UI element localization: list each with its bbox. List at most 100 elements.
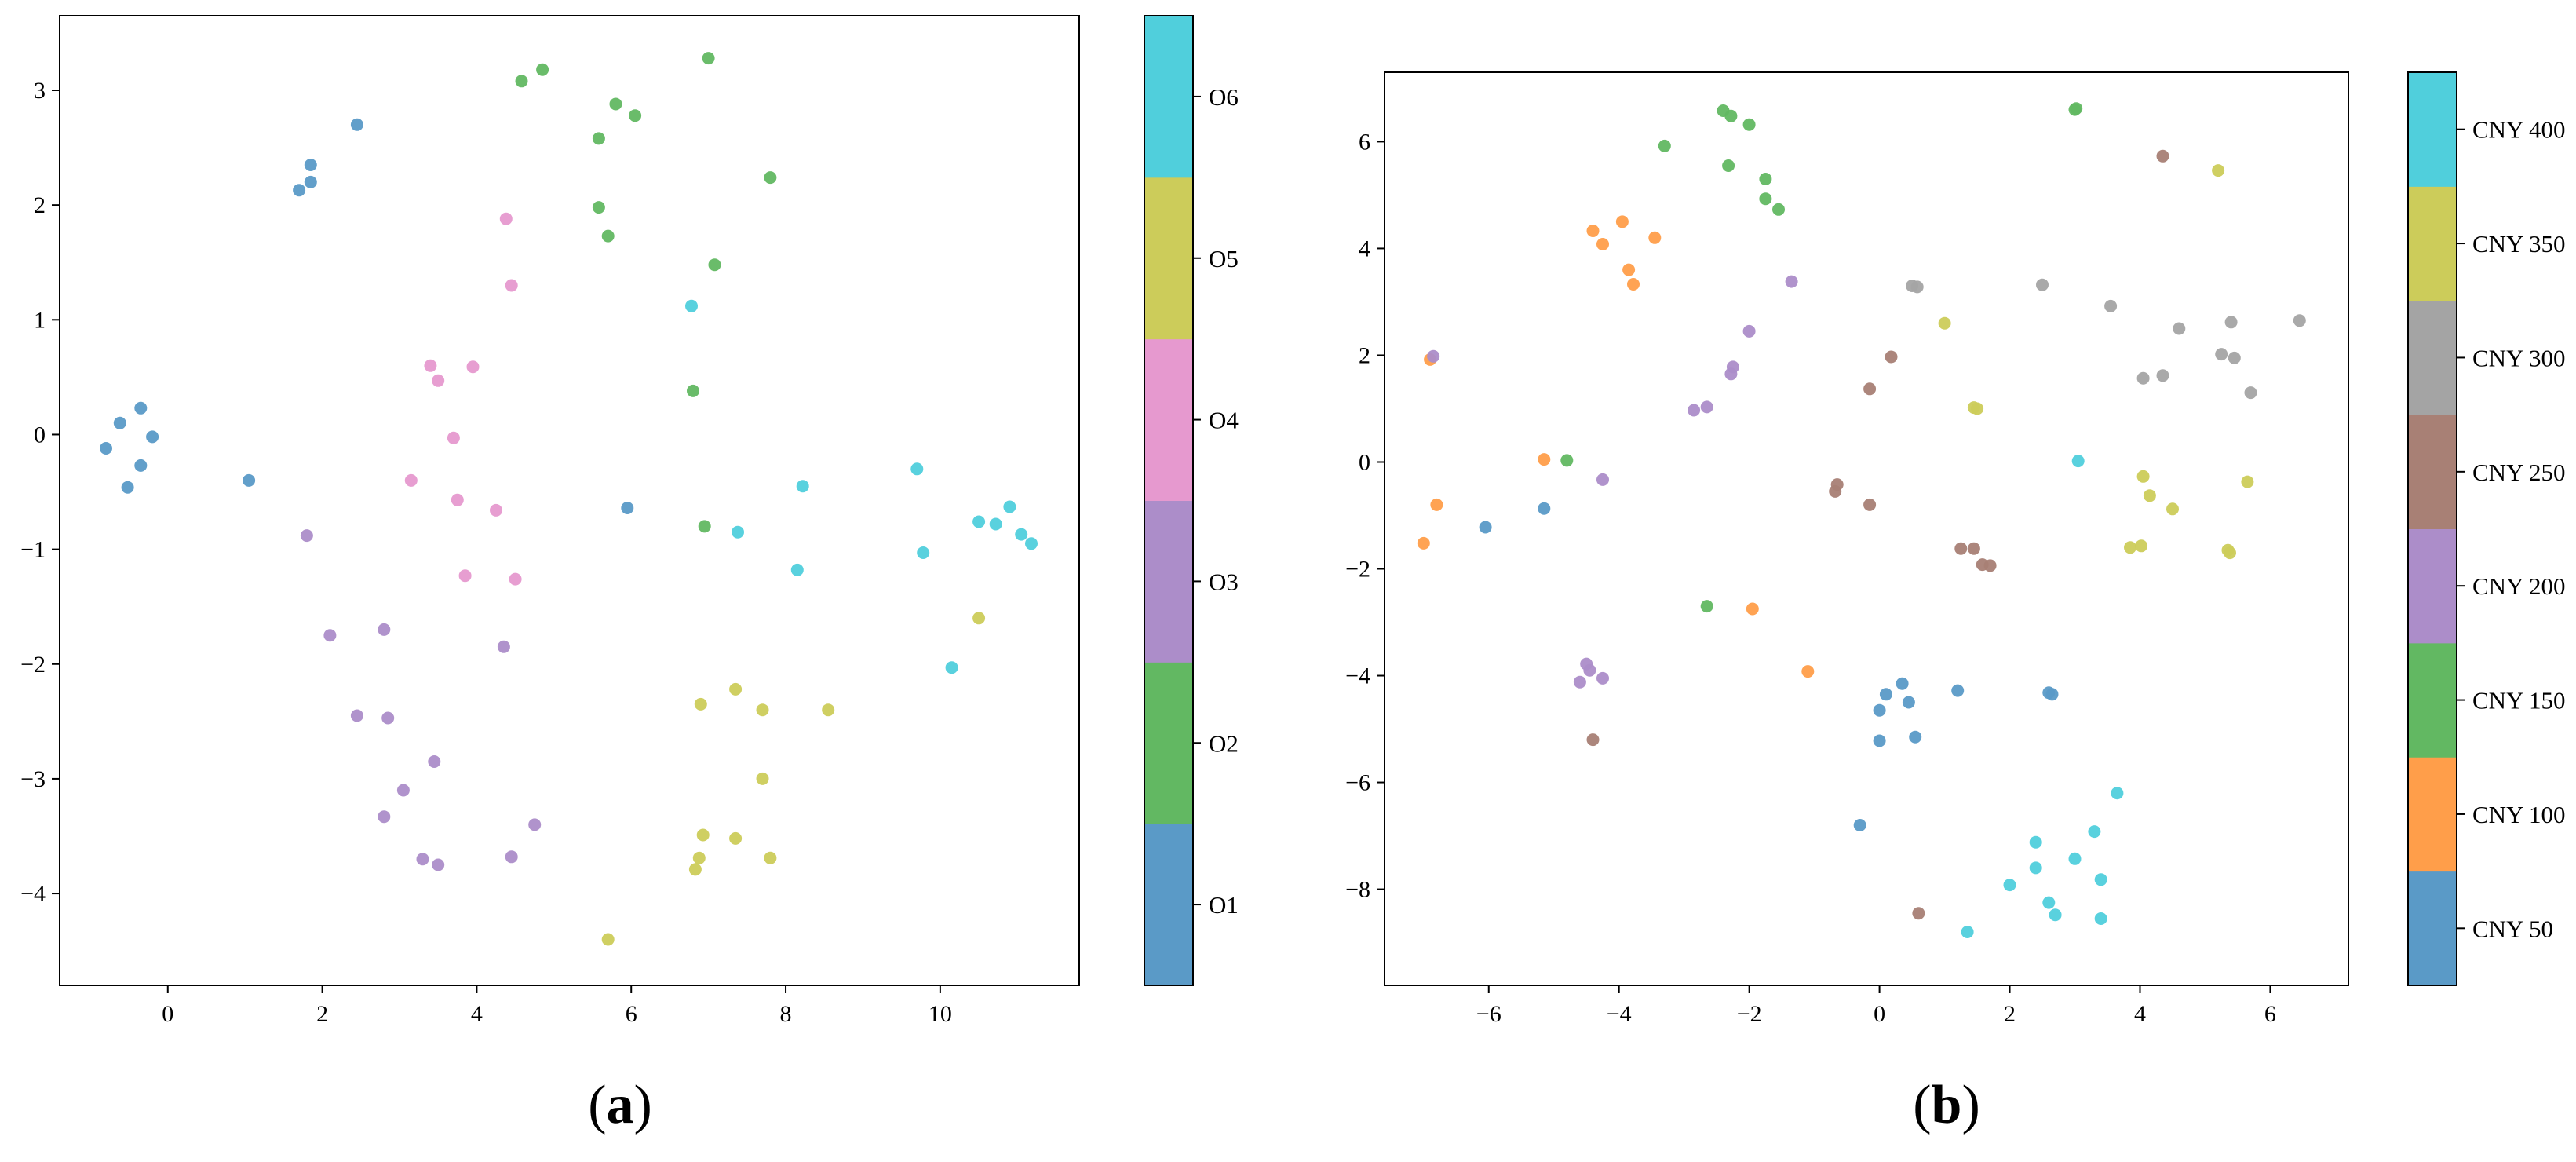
point-o2-11 (698, 520, 711, 533)
point-cny-300-1 (1910, 280, 1924, 294)
colorbar-segment-cny-50 (2408, 871, 2457, 986)
colorbar-label: CNY 150 (2472, 687, 2566, 714)
point-o6-3 (790, 563, 804, 576)
point-o3-2 (378, 623, 391, 636)
point-cny-250-5 (1863, 498, 1877, 511)
point-o4-6 (404, 473, 418, 487)
point-o5-6 (729, 831, 743, 845)
y-tick-label: −2 (1345, 557, 1370, 583)
point-o4-8 (490, 503, 502, 517)
point-cny-200-1 (1785, 275, 1798, 288)
colorbar-segment-cny-100 (2408, 757, 2457, 872)
colorbar-segment-cny-350 (2408, 186, 2457, 301)
point-o6-8 (989, 517, 1002, 531)
colorbar-label: CNY 300 (2472, 344, 2566, 371)
colorbar-segment-o5 (1144, 177, 1193, 340)
colorbar-segment-o1 (1144, 824, 1193, 986)
x-axis-a: 0 2 4 6 8 10 (162, 985, 952, 1027)
point-o6-4 (910, 462, 924, 476)
point-o2-8 (764, 171, 777, 185)
point-o4-9 (458, 569, 472, 583)
y-tick-label: 1 (34, 307, 46, 333)
point-o4-0 (499, 212, 513, 225)
point-cny-150-1 (1724, 109, 1738, 122)
colorbar-segment-o2 (1144, 662, 1193, 824)
y-tick-label: 2 (34, 192, 46, 218)
point-cny-200-6 (1688, 404, 1701, 417)
colorbar-label: CNY 100 (2472, 801, 2566, 828)
point-cny-300-11 (2244, 386, 2257, 400)
colorbar-segment-cny-300 (2408, 300, 2457, 415)
point-cny-100-8 (1417, 536, 1430, 550)
point-o5-4 (756, 772, 769, 785)
panel-label-a: (a) (588, 1075, 652, 1135)
point-o6-6 (945, 661, 958, 674)
colorbar-a: O1 O2 O3 O4 O5 O6 (1144, 15, 1239, 986)
colorbar-segment-cny-200 (2408, 528, 2457, 644)
point-cny-400-9 (2049, 908, 2062, 922)
colorbar-label: CNY 200 (2472, 572, 2566, 600)
colorbar-label: CNY 350 (2472, 230, 2566, 258)
point-cny-400-0 (2071, 455, 2085, 468)
point-o1-6 (243, 473, 256, 487)
point-cny-400-6 (2094, 873, 2107, 886)
x-tick-label: 6 (626, 1001, 637, 1027)
x-tick-label: −2 (1737, 1001, 1762, 1027)
point-o3-9 (432, 858, 445, 872)
point-o5-0 (694, 697, 707, 711)
point-cny-200-5 (1700, 400, 1713, 414)
colorbar-label: O5 (1209, 245, 1239, 272)
point-o3-12 (528, 818, 542, 831)
point-o2-6 (601, 229, 615, 243)
point-cny-350-6 (2166, 502, 2179, 516)
point-cny-100-0 (1586, 225, 1600, 237)
point-cny-50-4 (1896, 677, 1909, 690)
point-o1-0 (100, 442, 112, 455)
point-cny-150-6 (1759, 192, 1772, 206)
point-o6-0 (685, 299, 698, 312)
x-tick-label: 4 (471, 1001, 483, 1027)
colorbar-label: O1 (1209, 891, 1239, 919)
point-o2-0 (515, 75, 528, 88)
point-cny-300-7 (2228, 351, 2241, 364)
y-tick-label: 3 (34, 78, 46, 104)
point-o3-11 (505, 850, 518, 864)
y-tick-label: 6 (1359, 129, 1370, 155)
point-cny-150-3 (1722, 159, 1735, 172)
point-cny-350-3 (1971, 402, 1984, 415)
point-o1-3 (146, 430, 159, 444)
data-points-a (100, 52, 1038, 946)
y-tick-label: 2 (1359, 342, 1370, 368)
point-o4-3 (432, 374, 445, 387)
point-o6-10 (1015, 528, 1028, 541)
point-cny-350-10 (2224, 546, 2236, 560)
y-tick-label: −6 (1345, 770, 1370, 796)
point-cny-400-1 (2111, 787, 2124, 800)
y-tick-label: −8 (1345, 877, 1370, 903)
point-o5-1 (729, 682, 743, 696)
colorbar-label: CNY 400 (2472, 116, 2566, 144)
point-o1-4 (134, 459, 148, 472)
x-tick-label: 6 (2264, 1001, 2276, 1027)
point-cny-350-7 (2124, 541, 2136, 554)
point-cny-150-4 (1658, 139, 1671, 152)
point-cny-400-8 (2042, 896, 2056, 909)
point-o3-4 (381, 711, 395, 725)
point-o6-5 (917, 546, 930, 559)
point-o2-9 (708, 258, 721, 272)
point-cny-100-2 (1615, 215, 1629, 228)
point-o1-10 (350, 118, 363, 131)
x-axis-b: −6 −4 −2 0 2 4 6 (1476, 985, 2276, 1027)
point-cny-200-0 (1427, 349, 1440, 363)
colorbar-segment-o6 (1144, 16, 1193, 178)
point-cny-300-4 (2173, 322, 2186, 335)
point-cny-50-8 (1951, 684, 1965, 697)
point-o5-11 (972, 612, 986, 625)
point-cny-50-6 (1909, 730, 1922, 744)
point-o2-7 (702, 52, 715, 65)
panel-letter: b (1932, 1075, 1962, 1135)
point-cny-200-4 (1724, 367, 1738, 381)
point-cny-100-7 (1430, 498, 1443, 511)
